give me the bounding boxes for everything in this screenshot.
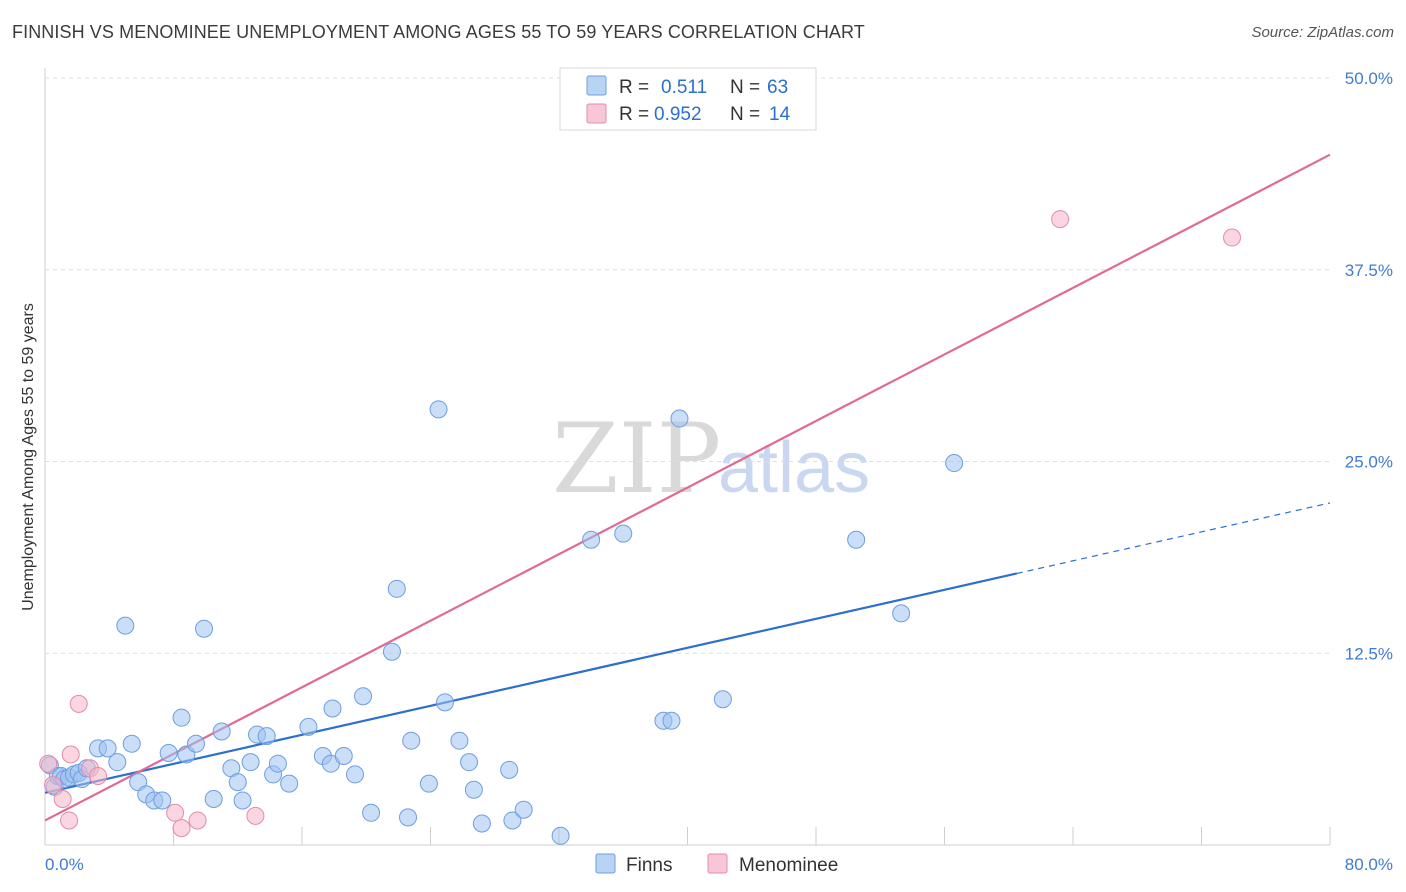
point-finns bbox=[362, 803, 381, 822]
point-finns bbox=[186, 734, 205, 753]
point-finns bbox=[892, 604, 911, 623]
point-finns bbox=[387, 579, 406, 598]
bottom-legend-swatch-menominee bbox=[707, 853, 728, 874]
chart-source: Source: ZipAtlas.com bbox=[1251, 24, 1394, 41]
point-finns bbox=[159, 743, 178, 762]
point-finns bbox=[713, 690, 732, 709]
point-menominee bbox=[61, 745, 80, 764]
point-menominee bbox=[60, 811, 79, 830]
point-menominee bbox=[44, 776, 63, 795]
point-finns bbox=[503, 811, 522, 830]
y-tick-label: 50.0% bbox=[1345, 69, 1393, 88]
point-finns bbox=[280, 774, 299, 793]
point-finns bbox=[299, 717, 318, 736]
point-finns bbox=[450, 731, 469, 750]
point-finns bbox=[268, 754, 287, 773]
point-finns bbox=[945, 454, 964, 473]
point-finns bbox=[98, 739, 117, 758]
legend-swatch-finns bbox=[586, 75, 607, 96]
y-tick-labels: 12.5% 25.0% 37.5% 50.0% bbox=[1345, 69, 1393, 663]
point-finns bbox=[551, 826, 570, 845]
point-finns bbox=[382, 642, 401, 661]
trend-line-finns bbox=[44, 572, 1018, 794]
point-finns bbox=[323, 699, 342, 718]
x-tick-label-min: 0.0% bbox=[45, 855, 84, 874]
point-finns bbox=[472, 814, 491, 833]
point-menominee bbox=[89, 766, 108, 785]
point-finns bbox=[108, 753, 127, 772]
point-finns bbox=[582, 530, 601, 549]
point-finns bbox=[399, 808, 418, 827]
point-finns bbox=[346, 765, 365, 784]
bottom-legend: Finns Menominee bbox=[595, 853, 838, 876]
point-finns bbox=[116, 616, 135, 635]
legend: R = 0.511 N = 63 R = 0.952 N = 14 bbox=[559, 67, 817, 131]
point-finns bbox=[153, 791, 172, 810]
point-finns bbox=[419, 774, 438, 793]
trend-lines bbox=[44, 153, 1331, 822]
point-finns bbox=[122, 734, 141, 753]
chart-title: FINNISH VS MENOMINEE UNEMPLOYMENT AMONG … bbox=[12, 22, 865, 42]
point-finns bbox=[614, 524, 633, 543]
point-finns bbox=[429, 400, 448, 419]
watermark-atlas: atlas bbox=[718, 428, 870, 508]
point-finns bbox=[500, 760, 519, 779]
y-tick-label: 37.5% bbox=[1345, 261, 1393, 280]
point-finns bbox=[662, 711, 681, 730]
point-menominee bbox=[172, 819, 191, 838]
y-tick-label: 12.5% bbox=[1345, 644, 1393, 663]
x-tick-label-max: 80.0% bbox=[1345, 855, 1393, 874]
data-points bbox=[39, 210, 1242, 845]
bottom-legend-finns: Finns bbox=[626, 855, 672, 876]
x-ticks bbox=[173, 827, 1331, 845]
point-finns bbox=[257, 727, 276, 746]
legend-finns-n-label: N = bbox=[730, 77, 760, 98]
legend-swatch-menominee bbox=[586, 103, 607, 124]
point-finns bbox=[228, 773, 247, 792]
point-finns bbox=[204, 789, 223, 808]
point-finns bbox=[172, 708, 191, 727]
point-menominee bbox=[188, 811, 207, 830]
point-menominee bbox=[39, 754, 58, 773]
trend-line-menominee bbox=[44, 153, 1331, 822]
legend-finns-r-value: 0.511 bbox=[661, 77, 707, 98]
point-finns bbox=[670, 409, 689, 428]
bottom-legend-swatch-finns bbox=[595, 853, 616, 874]
point-finns bbox=[354, 687, 373, 706]
point-finns bbox=[435, 693, 454, 712]
point-finns bbox=[402, 731, 421, 750]
y-axis-label: Unemployment Among Ages 55 to 59 years bbox=[20, 303, 37, 611]
point-finns bbox=[195, 619, 214, 638]
legend-finns-r-label: R = bbox=[619, 77, 649, 98]
point-menominee bbox=[69, 694, 88, 713]
point-finns bbox=[460, 753, 479, 772]
point-menominee bbox=[166, 803, 185, 822]
point-menominee bbox=[1051, 210, 1070, 229]
legend-finns-n-value: 63 bbox=[767, 77, 788, 98]
trend-line-extension-finns bbox=[1016, 502, 1331, 575]
watermark-zip: ZIP bbox=[552, 403, 721, 515]
y-tick-label: 25.0% bbox=[1345, 453, 1393, 472]
legend-menominee-r-label: R = bbox=[619, 104, 649, 125]
gridlines bbox=[45, 77, 1330, 654]
point-menominee bbox=[53, 789, 72, 808]
point-finns bbox=[233, 791, 252, 810]
bottom-legend-menominee: Menominee bbox=[739, 855, 838, 876]
point-finns bbox=[514, 800, 533, 819]
point-finns bbox=[241, 753, 260, 772]
point-finns bbox=[847, 530, 866, 549]
legend-menominee-n-label: N = bbox=[730, 104, 760, 125]
point-finns bbox=[464, 780, 483, 799]
point-finns bbox=[334, 747, 353, 766]
legend-menominee-r-value: 0.952 bbox=[654, 104, 702, 125]
point-menominee bbox=[1223, 228, 1242, 247]
point-finns bbox=[212, 722, 231, 741]
legend-menominee-n-value: 14 bbox=[769, 104, 791, 125]
point-menominee bbox=[246, 806, 265, 825]
